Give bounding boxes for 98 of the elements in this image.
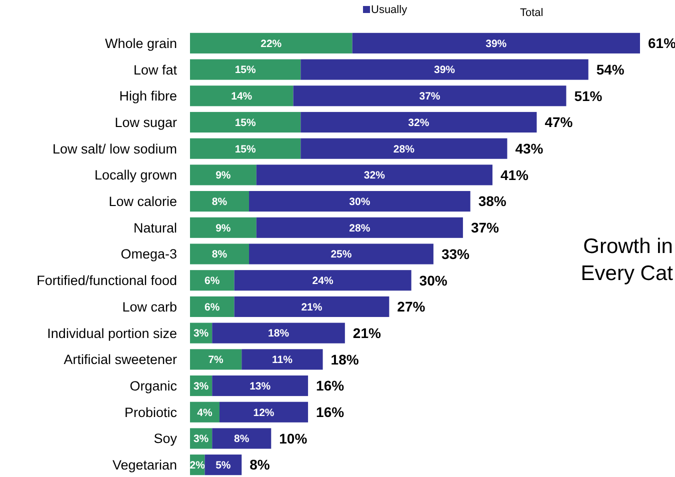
data-label: 15% <box>234 143 256 156</box>
data-label: 3% <box>193 328 210 340</box>
bar <box>190 59 301 80</box>
total-label: 16% <box>316 378 345 394</box>
total-label: 41% <box>500 166 530 183</box>
bar <box>242 349 323 370</box>
data-label: 9% <box>216 170 232 182</box>
total-label: 21% <box>352 324 382 341</box>
bar <box>190 217 256 238</box>
data-label: 3% <box>193 433 210 446</box>
data-label: 3% <box>193 380 210 392</box>
bar <box>190 244 250 264</box>
bar <box>190 270 234 291</box>
y-tick-label: Fortified/functional food <box>36 273 177 288</box>
y-tick-label: Low carb <box>122 299 177 314</box>
bar <box>190 191 250 212</box>
y-tick-label: Omega-3 <box>120 246 177 262</box>
y-tick-label: Artificial sweetener <box>64 352 178 368</box>
bar <box>352 32 640 54</box>
bar <box>190 86 294 106</box>
bar <box>190 349 242 370</box>
data-label: 32% <box>364 170 386 182</box>
total-label: 37% <box>470 220 500 236</box>
data-label: 13% <box>250 380 272 392</box>
data-label: 12% <box>253 406 275 419</box>
legend-label: Usually <box>371 4 408 16</box>
data-label: 4% <box>197 406 213 419</box>
y-tick-label: Low fat <box>133 62 178 78</box>
y-tick-label: Whole grain <box>104 36 177 51</box>
data-label: 8% <box>212 248 228 261</box>
data-label: 21% <box>301 301 323 314</box>
total-label: 30% <box>419 272 448 288</box>
text: Total <box>520 7 544 19</box>
total-label: 47% <box>544 114 574 130</box>
y-tick-label: Soy <box>154 431 178 446</box>
data-label: 8% <box>234 433 250 446</box>
data-label: 22% <box>260 38 282 50</box>
y-tick-label: Vegetarian <box>112 458 177 473</box>
y-tick-label: Natural <box>133 220 177 236</box>
data-label: 7% <box>208 354 224 366</box>
total-label: 33% <box>441 246 470 262</box>
data-label: 6% <box>204 275 220 288</box>
bar <box>190 164 256 186</box>
data-label: 37% <box>419 90 441 103</box>
bar <box>234 270 412 291</box>
bar <box>300 112 537 133</box>
total-label: 38% <box>478 193 507 210</box>
total-label: 8% <box>250 456 270 473</box>
data-label: 11% <box>272 354 294 366</box>
data-label: 24% <box>312 275 334 288</box>
total-label: 43% <box>515 140 544 156</box>
total-label: 18% <box>330 351 360 368</box>
total-label: 27% <box>397 298 426 315</box>
data-label: 5% <box>216 460 232 472</box>
bar <box>190 138 301 159</box>
bar <box>256 164 492 186</box>
bar <box>220 402 308 422</box>
data-label: 9% <box>216 222 232 234</box>
bar <box>212 375 308 396</box>
data-label: 25% <box>330 248 352 261</box>
data-label: 6% <box>204 301 220 314</box>
data-label: 18% <box>268 328 290 340</box>
bar <box>300 138 508 159</box>
bar <box>249 191 470 212</box>
y-tick-label: Locally grown <box>94 168 177 183</box>
y-tick-label: Low salt/ low sodium <box>52 141 177 156</box>
data-label: 28% <box>393 143 416 156</box>
bar <box>300 59 588 80</box>
bar <box>212 322 345 344</box>
bar <box>190 32 352 54</box>
data-label: 15% <box>234 64 256 76</box>
data-label: 28% <box>349 222 371 234</box>
bar <box>212 428 272 449</box>
total-label: 54% <box>596 61 625 78</box>
annotation: Growth in Every Cat <box>580 235 674 285</box>
data-label: 14% <box>231 90 253 103</box>
y-tick-label: Individual portion size <box>47 326 177 341</box>
bar <box>249 244 434 264</box>
y-tick-label: Organic <box>130 378 178 394</box>
bar <box>293 86 566 106</box>
data-label: 39% <box>486 38 508 50</box>
data-label: 32% <box>408 116 430 129</box>
data-label: 39% <box>434 64 456 76</box>
y-tick-label: Probiotic <box>124 404 178 420</box>
y-tick-label: High fibre <box>119 88 177 104</box>
bar <box>190 296 234 317</box>
total-label: 10% <box>279 430 308 446</box>
bar <box>190 112 301 133</box>
total-label: 51% <box>574 88 603 104</box>
bar <box>256 217 463 238</box>
data-label: 15% <box>234 116 256 129</box>
y-tick-label: Low calorie <box>108 194 177 210</box>
y-tick-label: Low sugar <box>114 114 178 130</box>
data-label: 30% <box>349 196 371 208</box>
data-label: 8% <box>212 196 228 208</box>
data-label: 2% <box>190 460 206 472</box>
total-label: 16% <box>316 404 345 420</box>
bar <box>234 296 390 317</box>
